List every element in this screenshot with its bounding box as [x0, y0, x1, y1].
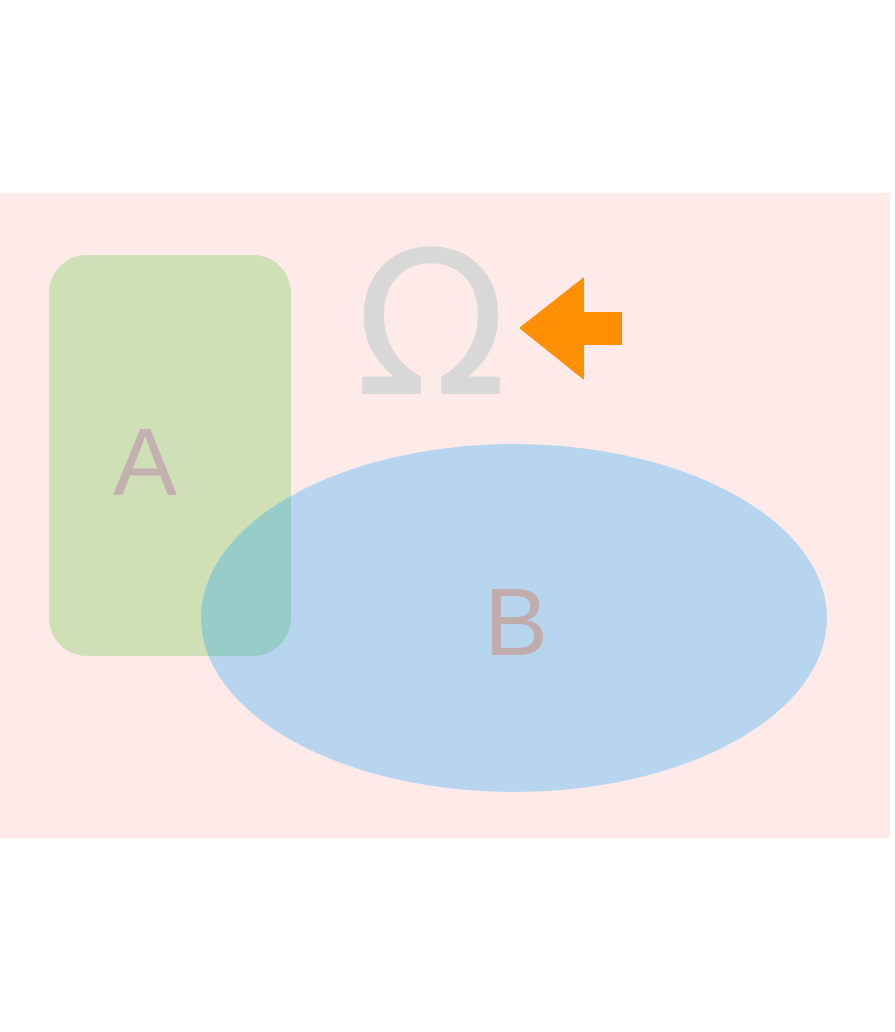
shape-b-label: B: [484, 569, 548, 676]
shape-a-label: A: [113, 409, 177, 516]
shape-b-ellipse: [201, 444, 827, 792]
omega-symbol: Ω: [355, 209, 508, 442]
left-arrow-icon: [519, 277, 622, 380]
left-arrow-shape: [519, 277, 622, 380]
